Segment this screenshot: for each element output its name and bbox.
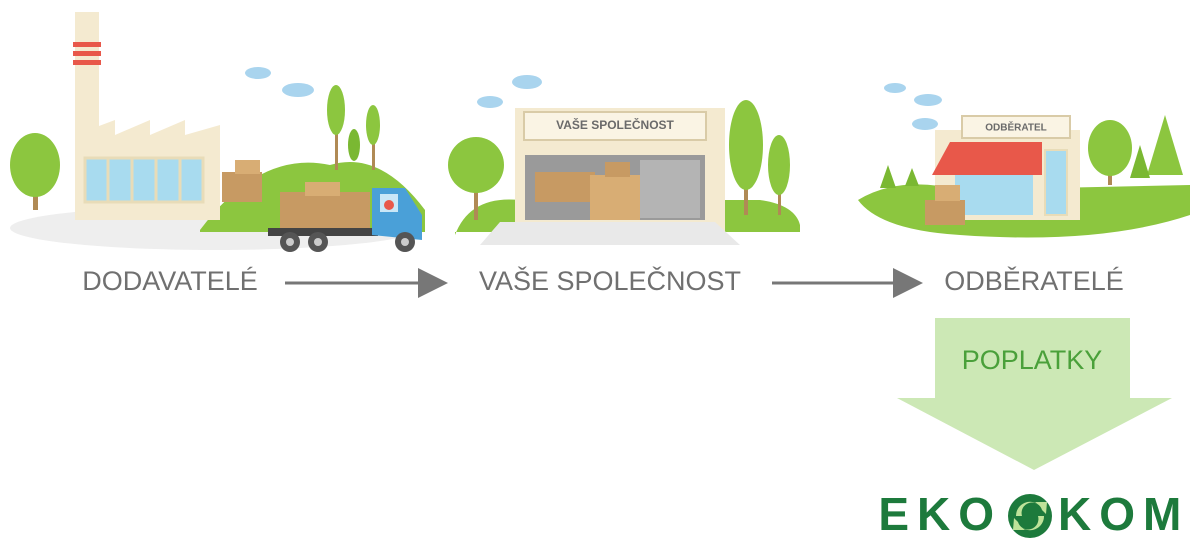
illustration-path <box>880 165 896 188</box>
illustration-rect <box>75 12 99 147</box>
illustration-ellipse <box>914 94 942 106</box>
illustration-ellipse <box>512 75 542 89</box>
company-scene: VAŠE SPOLEČNOST <box>448 75 800 245</box>
logo-text: KOM <box>1058 488 1189 540</box>
node-label: DODAVATELÉ <box>82 266 258 296</box>
illustration-ellipse <box>912 118 938 130</box>
illustration-ellipse <box>10 133 60 197</box>
illustration-rect <box>640 160 700 218</box>
illustration-path <box>480 222 740 245</box>
illustration-circle <box>314 238 322 246</box>
illustration-ellipse <box>245 67 271 79</box>
illustration-rect <box>535 172 595 202</box>
customer-sign: ODBĚRATEL <box>985 121 1046 134</box>
illustration-ellipse <box>884 83 906 93</box>
illustration-ellipse <box>729 100 763 190</box>
illustration-path <box>1130 145 1150 178</box>
illustration-rect <box>955 175 1033 215</box>
illustration-rect <box>305 182 340 196</box>
illustration-ellipse <box>366 105 380 145</box>
illustration-rect <box>925 200 965 225</box>
illustration-circle <box>384 200 394 210</box>
illustration-path <box>1147 115 1183 175</box>
illustration-ellipse <box>768 135 790 195</box>
illustration-rect <box>73 42 101 47</box>
fee-arrow <box>897 318 1172 470</box>
illustration-rect <box>235 160 260 174</box>
illustration-rect <box>85 158 203 202</box>
supplier-scene <box>10 12 425 252</box>
illustration-rect <box>73 51 101 56</box>
illustration-ellipse <box>327 85 345 135</box>
illustration-rect <box>222 172 262 202</box>
illustration-rect <box>73 60 101 65</box>
customer-scene: ODBĚRATEL <box>858 83 1190 238</box>
illustration-circle <box>448 137 504 193</box>
illustration-rect <box>590 175 640 220</box>
illustration-path <box>905 168 919 186</box>
illustration-ellipse <box>348 129 360 161</box>
logo: EKO KOM <box>878 488 1189 540</box>
illustration-circle <box>401 238 409 246</box>
logo-icon <box>1008 494 1052 538</box>
illustration-ellipse <box>477 96 503 108</box>
illustration-ellipse <box>1088 120 1132 176</box>
illustration-rect <box>1045 150 1067 215</box>
illustration-circle <box>286 238 294 246</box>
illustration-path <box>932 142 1042 175</box>
company-sign: VAŠE SPOLEČNOST <box>556 117 674 132</box>
illustration-rect <box>605 162 630 177</box>
illustration-ellipse <box>282 83 314 97</box>
node-label: VAŠE SPOLEČNOST <box>479 265 741 296</box>
node-label: ODBĚRATELÉ <box>944 265 1124 296</box>
fee-label: POPLATKY <box>962 345 1103 375</box>
logo-text: EKO <box>878 488 1002 540</box>
diagram: VAŠE SPOLEČNOST ODBĚRATEL DODAVATELÉ VAŠ… <box>0 0 1190 542</box>
illustration-rect <box>935 185 960 201</box>
illustration-rect <box>280 192 370 232</box>
